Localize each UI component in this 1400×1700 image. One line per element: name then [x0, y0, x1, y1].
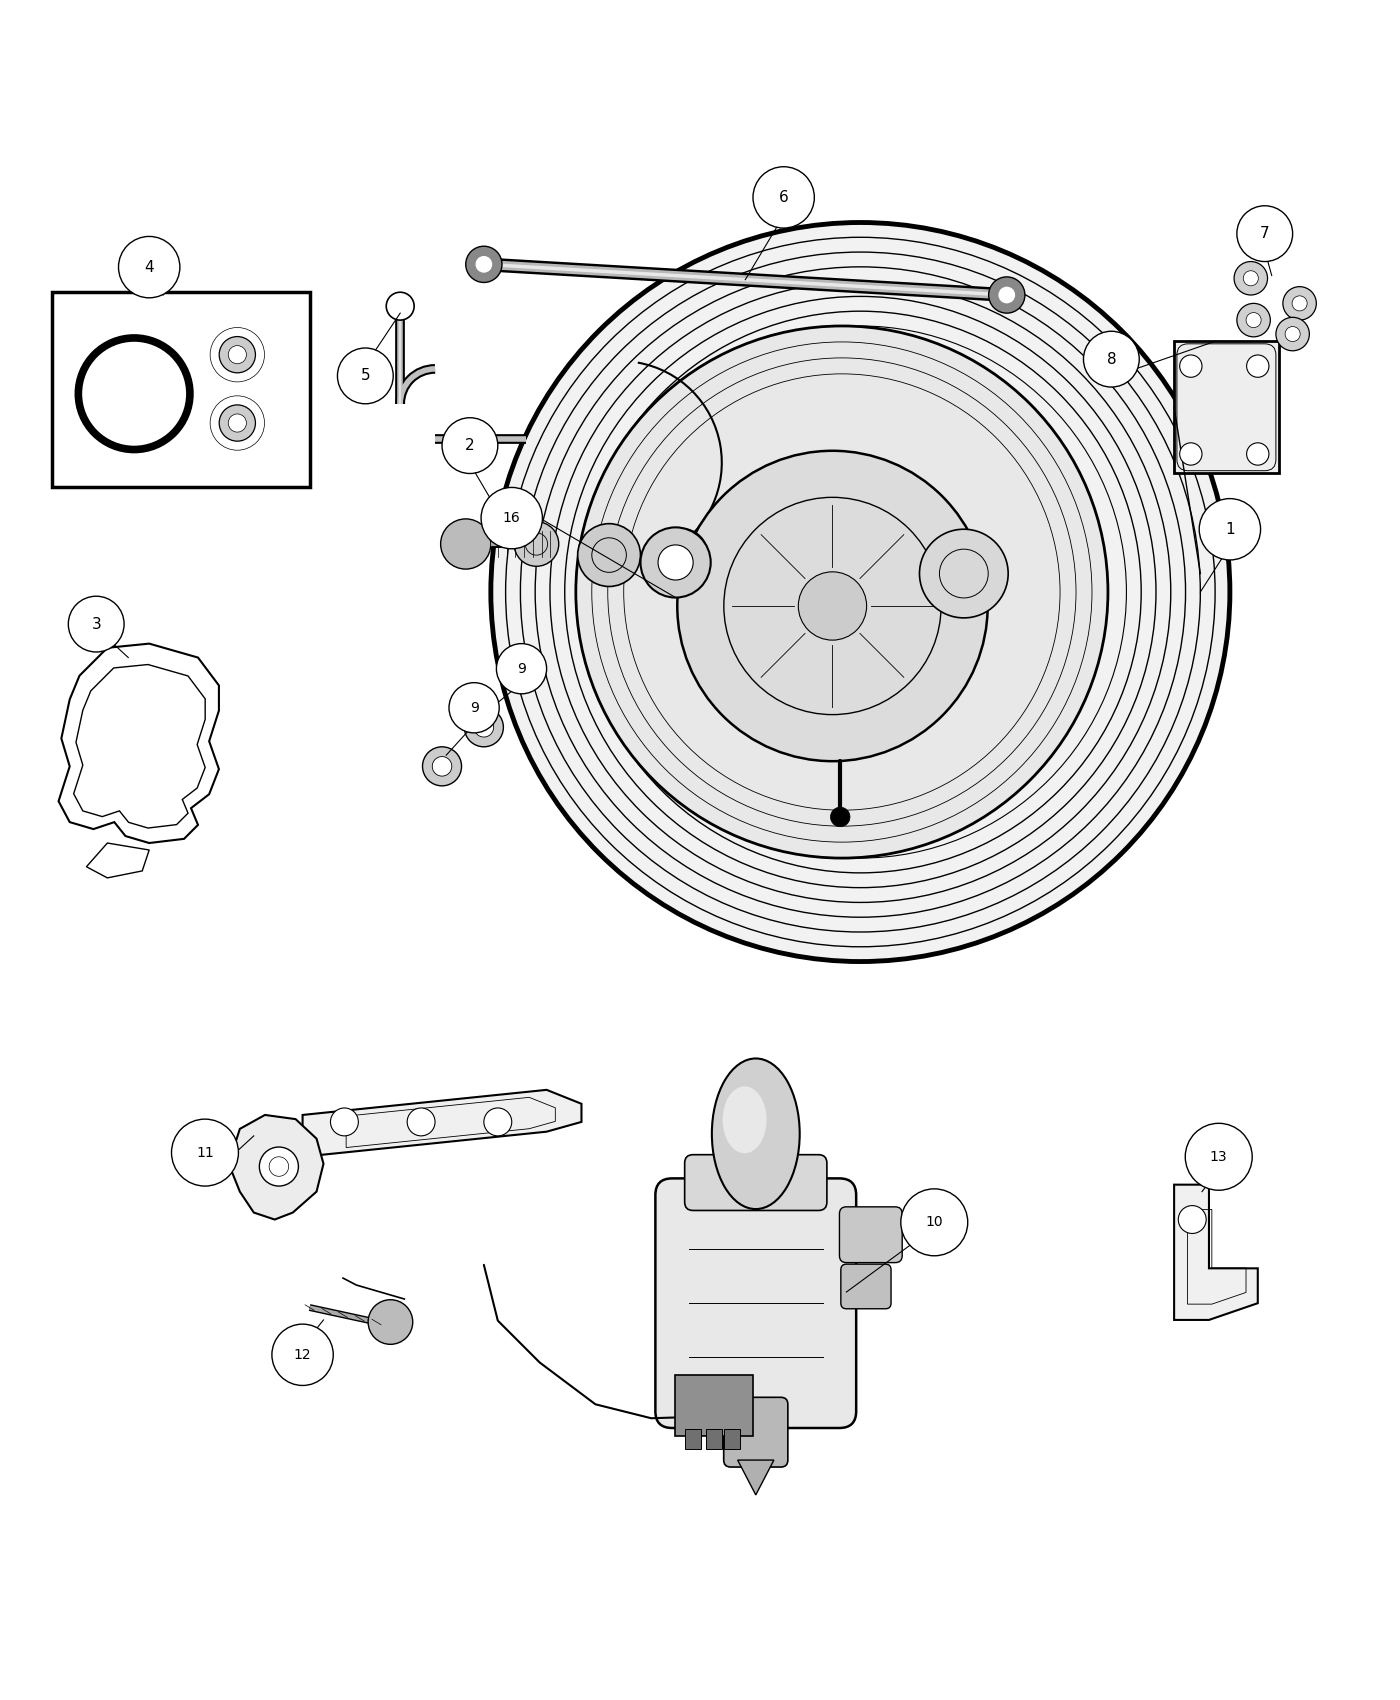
Circle shape — [449, 683, 500, 733]
Polygon shape — [87, 843, 150, 877]
Circle shape — [1200, 498, 1260, 559]
Text: 13: 13 — [1210, 1149, 1228, 1164]
Circle shape — [1246, 442, 1268, 466]
Circle shape — [475, 717, 494, 738]
Circle shape — [441, 518, 491, 570]
Circle shape — [228, 415, 246, 432]
Circle shape — [1186, 1124, 1252, 1190]
Text: 16: 16 — [503, 512, 521, 525]
Circle shape — [484, 1108, 512, 1136]
Circle shape — [678, 450, 987, 762]
Circle shape — [423, 746, 462, 785]
Circle shape — [337, 348, 393, 405]
Circle shape — [69, 597, 125, 653]
FancyBboxPatch shape — [655, 1178, 857, 1428]
Circle shape — [1292, 296, 1308, 311]
Circle shape — [407, 1108, 435, 1136]
Circle shape — [658, 546, 693, 580]
Circle shape — [433, 756, 452, 777]
Circle shape — [1243, 270, 1259, 286]
Text: 5: 5 — [361, 369, 370, 384]
Text: 12: 12 — [294, 1348, 311, 1362]
Circle shape — [1285, 326, 1301, 342]
Circle shape — [514, 522, 559, 566]
Circle shape — [575, 326, 1107, 858]
Circle shape — [476, 257, 493, 272]
Circle shape — [1236, 206, 1292, 262]
Circle shape — [220, 405, 255, 440]
FancyBboxPatch shape — [841, 1265, 890, 1309]
Circle shape — [1179, 1205, 1207, 1234]
Circle shape — [1246, 355, 1268, 377]
Circle shape — [1233, 262, 1267, 296]
Polygon shape — [59, 644, 218, 843]
Circle shape — [491, 223, 1229, 962]
Text: 1: 1 — [1225, 522, 1235, 537]
Circle shape — [998, 287, 1015, 303]
FancyBboxPatch shape — [840, 1207, 902, 1263]
Circle shape — [1180, 355, 1203, 377]
Polygon shape — [228, 1115, 323, 1219]
Circle shape — [640, 527, 711, 598]
Circle shape — [78, 338, 190, 449]
Text: 8: 8 — [1106, 352, 1116, 367]
Circle shape — [119, 236, 179, 298]
Polygon shape — [1175, 1185, 1257, 1319]
Ellipse shape — [722, 1086, 767, 1153]
Circle shape — [1246, 313, 1261, 328]
Text: 6: 6 — [778, 190, 788, 206]
Circle shape — [272, 1324, 333, 1385]
Text: 10: 10 — [925, 1216, 944, 1229]
FancyBboxPatch shape — [1175, 342, 1278, 474]
Circle shape — [920, 529, 1008, 617]
Circle shape — [220, 337, 255, 372]
Polygon shape — [302, 1090, 581, 1156]
Text: 9: 9 — [517, 661, 526, 675]
FancyBboxPatch shape — [675, 1375, 753, 1436]
Bar — [724, 1430, 741, 1448]
Ellipse shape — [711, 1059, 799, 1209]
Text: 3: 3 — [91, 617, 101, 632]
Circle shape — [1275, 318, 1309, 350]
Circle shape — [172, 1119, 238, 1187]
Text: 11: 11 — [196, 1146, 214, 1159]
Circle shape — [753, 167, 815, 228]
Circle shape — [228, 345, 246, 364]
Circle shape — [386, 292, 414, 320]
FancyBboxPatch shape — [724, 1397, 788, 1467]
Circle shape — [465, 707, 504, 746]
Bar — [706, 1430, 722, 1448]
Circle shape — [830, 808, 850, 826]
Circle shape — [368, 1300, 413, 1345]
Polygon shape — [738, 1460, 774, 1494]
Circle shape — [482, 488, 542, 549]
Circle shape — [655, 529, 708, 581]
Circle shape — [578, 524, 640, 586]
Circle shape — [1282, 287, 1316, 320]
Circle shape — [798, 571, 867, 641]
Circle shape — [1180, 442, 1203, 466]
Circle shape — [497, 644, 546, 694]
Circle shape — [988, 277, 1025, 313]
Circle shape — [1236, 303, 1270, 337]
FancyBboxPatch shape — [685, 1154, 827, 1210]
Bar — [52, 292, 309, 488]
Circle shape — [466, 246, 503, 282]
Text: 2: 2 — [465, 439, 475, 454]
Text: 9: 9 — [469, 700, 479, 714]
Circle shape — [900, 1188, 967, 1256]
Bar — [685, 1430, 701, 1448]
Text: 4: 4 — [144, 260, 154, 275]
Circle shape — [330, 1108, 358, 1136]
Text: 7: 7 — [1260, 226, 1270, 241]
Circle shape — [1084, 332, 1140, 388]
Circle shape — [442, 418, 498, 474]
Circle shape — [259, 1148, 298, 1187]
